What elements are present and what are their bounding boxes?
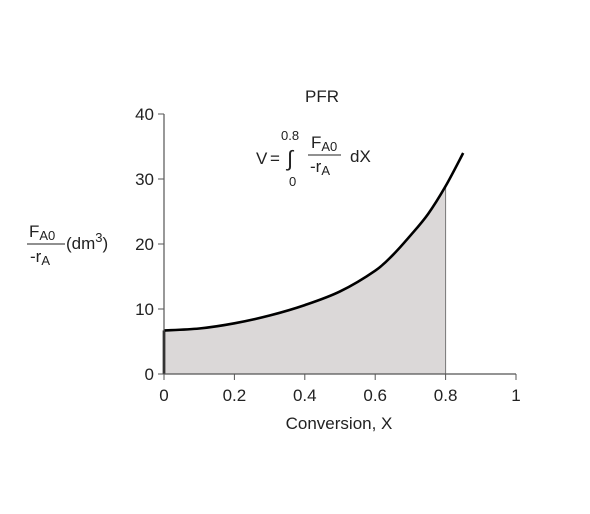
- pfr-equation: V = ∫ 0.8 0 FA0 -rA dX: [256, 128, 371, 189]
- shaded-area: [164, 186, 446, 374]
- equation-equals: =: [270, 149, 280, 168]
- equation-lhs: V: [256, 149, 268, 168]
- y-tick-label: 20: [135, 235, 154, 254]
- y-axis-label: FA0 -rA (dm3): [27, 222, 108, 268]
- equation-differential: dX: [350, 147, 371, 166]
- y-tick-label: 10: [135, 300, 154, 319]
- integral-lower-limit: 0: [289, 174, 296, 189]
- y-label-denominator: -rA: [30, 247, 50, 268]
- integrand-denominator: -rA: [310, 157, 330, 178]
- x-tick-label: 0.8: [434, 386, 458, 405]
- x-axis-label: Conversion, X: [286, 414, 393, 433]
- integral-upper-limit: 0.8: [281, 128, 299, 143]
- curve-line: [163, 152, 465, 332]
- x-ticks: 0 0.2 0.4 0.6 0.8 1: [159, 374, 521, 405]
- y-tick-label: 30: [135, 170, 154, 189]
- y-tick-label: 40: [135, 105, 154, 124]
- chart-title: PFR: [305, 87, 339, 106]
- x-tick-label: 0: [159, 386, 168, 405]
- integrand-numerator: FA0: [311, 133, 337, 154]
- x-tick-label: 0.6: [363, 386, 387, 405]
- x-tick-label: 0.4: [293, 386, 317, 405]
- y-label-numerator: FA0: [29, 222, 55, 243]
- y-ticks: 0 10 20 30 40: [135, 105, 164, 384]
- y-label-unit: (dm3): [66, 230, 108, 253]
- x-tick-label: 1: [511, 386, 520, 405]
- x-tick-label: 0.2: [223, 386, 247, 405]
- integral-sign: ∫: [285, 146, 295, 171]
- y-tick-label: 0: [145, 365, 154, 384]
